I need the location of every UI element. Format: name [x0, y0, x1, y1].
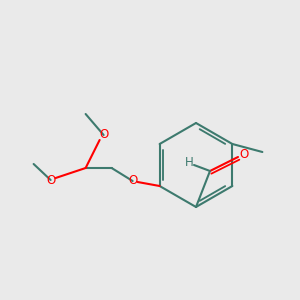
Text: O: O	[128, 175, 137, 188]
Text: O: O	[46, 173, 55, 187]
Text: H: H	[184, 157, 194, 169]
Text: O: O	[99, 128, 108, 142]
Text: O: O	[239, 148, 249, 161]
